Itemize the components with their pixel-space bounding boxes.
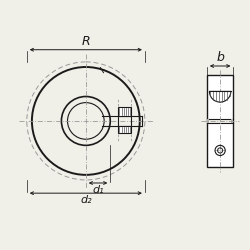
Bar <box>118 126 131 133</box>
Text: R: R <box>82 35 90 48</box>
Bar <box>231 119 233 123</box>
Text: b: b <box>216 51 224 64</box>
Bar <box>207 119 210 123</box>
Bar <box>207 75 233 167</box>
Bar <box>207 119 233 123</box>
Wedge shape <box>210 92 231 102</box>
Bar <box>118 107 131 116</box>
Text: d₁: d₁ <box>92 185 104 195</box>
Text: d₂: d₂ <box>80 195 92 205</box>
